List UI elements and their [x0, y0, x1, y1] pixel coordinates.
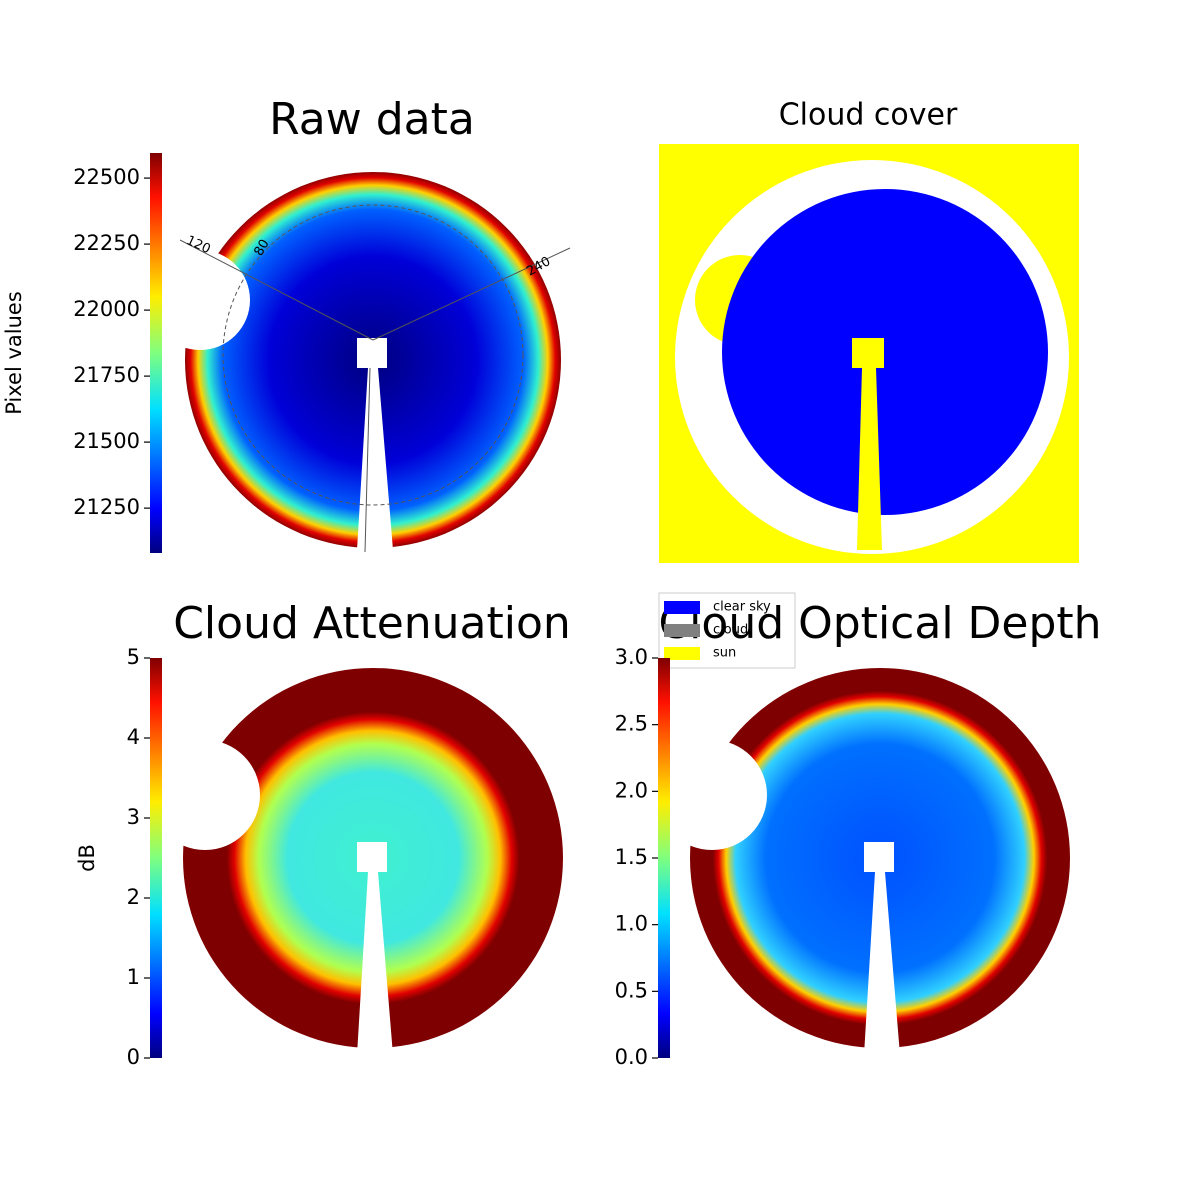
colorbar-tick-label: 21500	[73, 429, 140, 453]
panel-title: Cloud Attenuation	[173, 598, 571, 649]
legend-label: clear sky	[713, 600, 771, 615]
colorbar-tick-label: 2.0	[615, 778, 648, 802]
colorbar-tick-label: 3	[127, 805, 140, 829]
polar-label: 80	[252, 237, 273, 259]
colorbar-tick-label: 0.0	[615, 1045, 648, 1069]
legend-swatch	[664, 601, 700, 614]
colorbar-tick-label: 21750	[73, 363, 140, 387]
colorbar-tick-label: 0.5	[615, 978, 648, 1002]
colorbar-label: Pixel values	[2, 291, 26, 415]
legend-swatch	[664, 624, 700, 637]
raw-image	[150, 172, 571, 553]
cloud-cover-image	[659, 144, 1079, 563]
colorbar-tick-label: 0	[127, 1045, 140, 1069]
colorbar-tick-label: 22500	[73, 165, 140, 189]
optical-depth-image	[657, 668, 1070, 1055]
colorbar	[658, 658, 670, 1058]
panel-title: Raw data	[269, 94, 475, 145]
attenuation-image	[150, 668, 563, 1055]
colorbar-tick-label: 2.5	[615, 712, 648, 736]
colorbar-tick-label: 3.0	[615, 645, 648, 669]
panel-title: Cloud cover	[779, 98, 958, 133]
colorbar	[150, 153, 162, 553]
legend-label: cloud	[713, 623, 748, 638]
colorbar-tick-label: 22250	[73, 231, 140, 255]
colorbar-tick-label: 1	[127, 965, 140, 989]
colorbar-tick-label: 4	[127, 725, 140, 749]
legend-label: sun	[713, 646, 736, 661]
colorbar-tick-label: 1.5	[615, 845, 648, 869]
colorbar-tick-label: 1.0	[615, 912, 648, 936]
colorbar-label: dB	[75, 844, 99, 872]
colorbar-tick-label: 22000	[73, 297, 140, 321]
panel-title: Cloud Optical Depth	[658, 598, 1101, 649]
colorbar-tick-label: 5	[127, 645, 140, 669]
colorbar	[150, 658, 162, 1058]
legend-swatch	[664, 647, 700, 660]
colorbar-tick-label: 21250	[73, 495, 140, 519]
colorbar-tick-label: 2	[127, 885, 140, 909]
